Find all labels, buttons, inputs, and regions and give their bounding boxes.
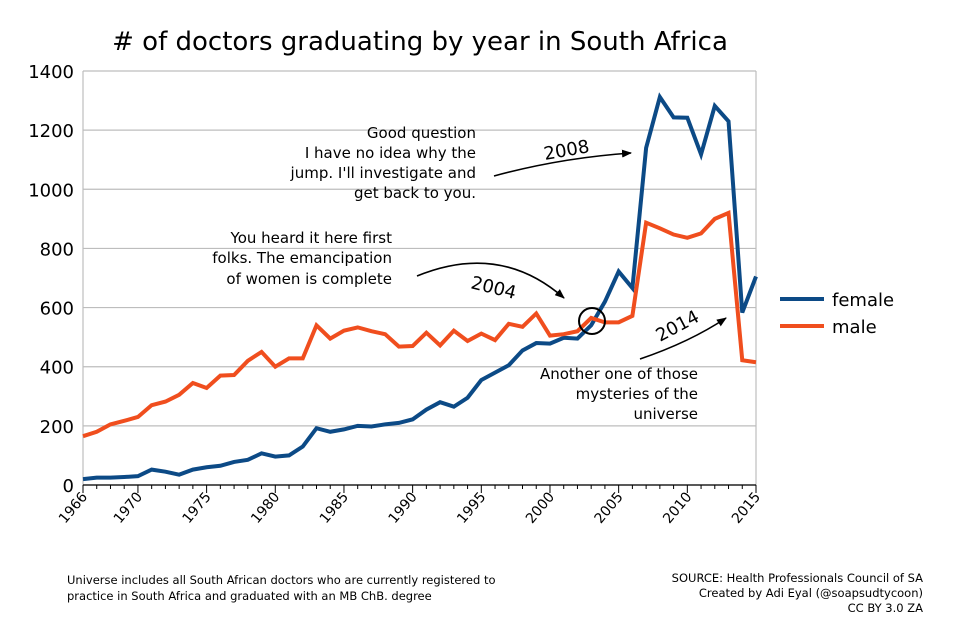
footer-note-line-2: practice in South Africa and graduated w… [67,589,432,603]
y-tick-label-400: 400 [40,358,74,379]
x-tick-label-2000: 2000 [523,489,558,527]
legend-label-male: male [832,317,877,338]
annotation-2004-arrow [416,262,565,299]
footer-note: Universe includes all South African doct… [67,573,496,603]
y-tick-label-1400: 1400 [28,62,74,83]
annotation-2014-line-3: universe [634,405,699,423]
crossover-circle [578,307,606,335]
footer-source-line-2: Created by Adi Eyal (@soapsudtycoon) [699,586,923,600]
y-axis: 0 200 400 600 800 1000 1200 1400 [28,62,74,497]
x-tick-label-1995: 1995 [454,489,489,527]
annotation-2008-line-2: I have no idea why the [305,144,476,162]
annotation-2008-line-3: jump. I'll investigate and [290,164,476,182]
annotation-2004-year: 2004 [469,272,519,303]
series-line-female [82,92,758,482]
annotation-2004-line-3: of women is complete [226,270,392,288]
annotation-2014: Another one of those mysteries of the un… [540,306,727,423]
footer-source-line-1: SOURCE: Health Professionals Council of … [672,571,923,585]
annotation-2008-year: 2008 [542,136,591,165]
y-tick-label-200: 200 [40,417,74,438]
y-tick-label-1200: 1200 [28,121,74,142]
legend: female male [780,290,894,338]
x-tick-label-2005: 2005 [592,489,627,527]
y-tick-label-800: 800 [40,239,74,260]
x-tick-label-1990: 1990 [386,489,421,527]
chart-title: # of doctors graduating by year in South… [112,27,728,57]
x-axis: 1966 1970 1975 1980 1985 1990 1995 2000 2005 2010… [56,484,764,527]
annotation-2004-line-1: You heard it here first [230,229,393,247]
footer-source: SOURCE: Health Professionals Council of … [672,571,923,615]
x-tick-label-1985: 1985 [317,489,352,527]
x-tick-label-2010: 2010 [660,489,695,527]
y-tick-label-600: 600 [40,299,74,320]
y-tick-label-0: 0 [63,476,74,497]
x-tick-label-1980: 1980 [248,489,283,527]
annotation-2004-line-2: folks. The emancipation [212,249,392,267]
annotation-2014-year: 2014 [652,306,702,346]
annotation-2008-arrow [493,149,632,177]
series-lines [82,92,758,482]
annotation-2008-line-1: Good question [367,124,476,142]
x-tick-label-1970: 1970 [111,489,146,527]
x-tick-label-1975: 1975 [180,489,215,527]
series-line-male [82,210,757,439]
annotation-2008: Good question I have no idea why the jum… [290,124,632,202]
footer-source-line-3: CC BY 3.0 ZA [848,601,923,615]
annotation-2014-line-2: mysteries of the [576,385,698,403]
annotation-2008-line-4: get back to you. [354,184,476,202]
y-tick-label-1000: 1000 [28,180,74,201]
legend-label-female: female [832,290,894,311]
x-tick-label-1966: 1966 [56,489,91,527]
annotation-2004: You heard it here first folks. The emanc… [212,229,565,304]
x-tick-label-2015: 2015 [729,489,764,527]
footer-note-line-1: Universe includes all South African doct… [67,573,496,587]
annotation-2014-line-1: Another one of those [540,365,698,383]
annotation-2014-arrow [639,317,727,360]
